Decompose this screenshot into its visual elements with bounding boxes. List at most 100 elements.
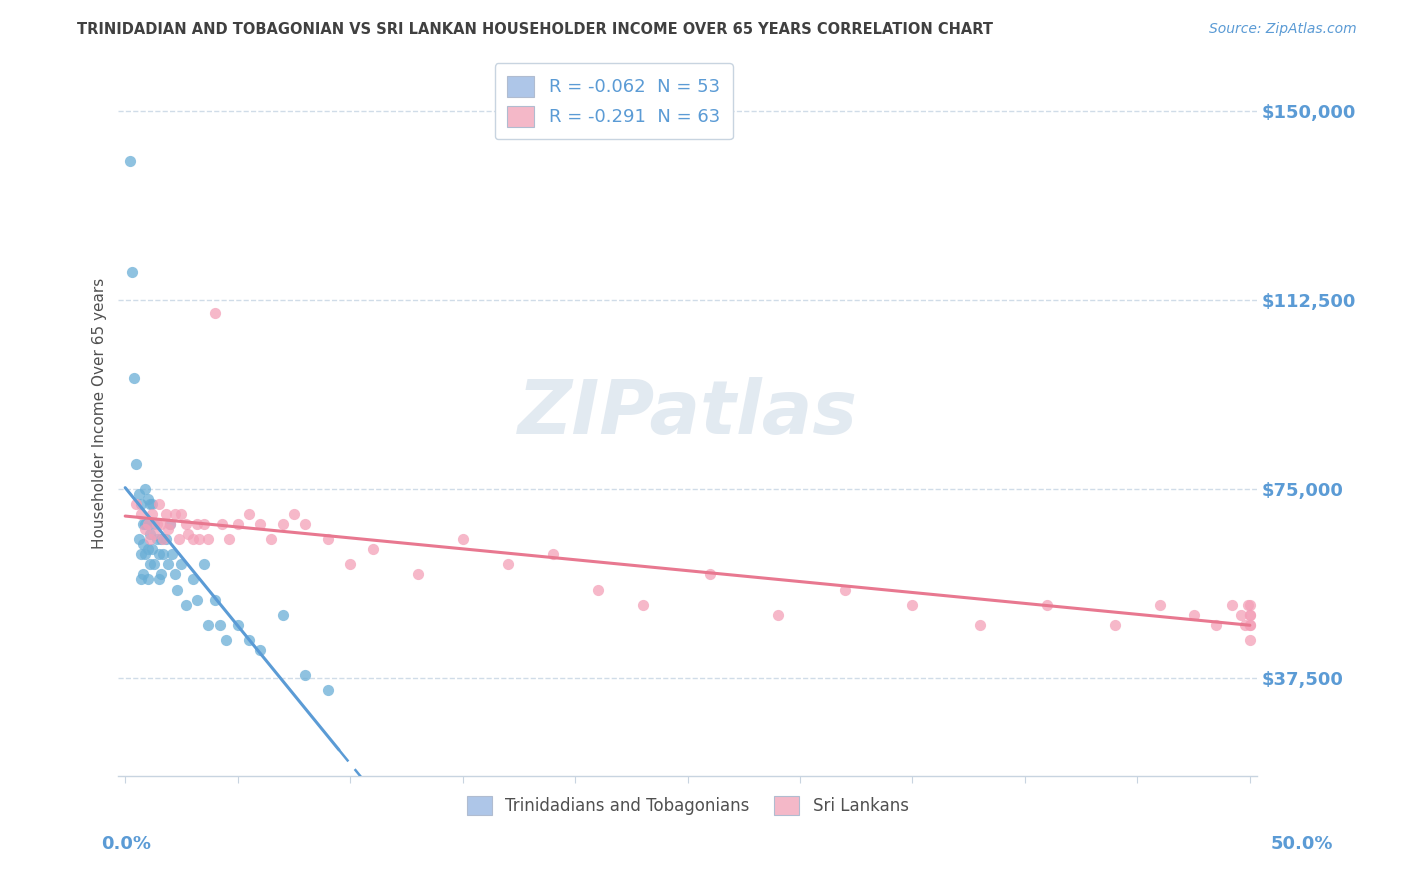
Point: [139, 532, 162, 546]
Point: [294, 516, 316, 531]
Text: ZIPatlas: ZIPatlas: [517, 376, 858, 450]
Point: [139, 527, 162, 541]
Point: [1239, 598, 1261, 612]
Point: [143, 527, 166, 541]
Point: [215, 632, 238, 647]
Point: [586, 582, 609, 597]
Point: [136, 542, 159, 557]
Point: [1220, 598, 1243, 612]
Point: [186, 516, 208, 531]
Point: [238, 507, 260, 521]
Point: [1234, 617, 1257, 632]
Point: [174, 598, 197, 612]
Point: [1239, 617, 1261, 632]
Point: [271, 516, 294, 531]
Point: [451, 532, 474, 546]
Point: [167, 532, 190, 546]
Point: [406, 567, 429, 582]
Point: [496, 558, 519, 572]
Point: [125, 457, 148, 471]
Point: [1239, 607, 1261, 622]
Point: [1230, 607, 1253, 622]
Point: [136, 516, 159, 531]
Point: [128, 487, 150, 501]
Point: [128, 532, 150, 546]
Point: [134, 482, 156, 496]
Point: [834, 582, 856, 597]
Point: [1182, 607, 1205, 622]
Point: [197, 532, 219, 546]
Point: [162, 547, 184, 561]
Point: [143, 516, 166, 531]
Point: [156, 522, 179, 536]
Point: [188, 532, 211, 546]
Point: [148, 497, 170, 511]
Point: [170, 558, 193, 572]
Point: [152, 547, 174, 561]
Point: [145, 532, 167, 546]
Point: [141, 542, 163, 557]
Point: [969, 617, 991, 632]
Point: [148, 573, 170, 587]
Point: [163, 507, 186, 521]
Point: [139, 558, 162, 572]
Point: [316, 532, 339, 546]
Point: [208, 617, 231, 632]
Point: [294, 668, 316, 682]
Text: 0.0%: 0.0%: [101, 835, 152, 853]
Point: [249, 643, 271, 657]
Point: [1239, 617, 1261, 632]
Point: [193, 516, 215, 531]
Point: [226, 617, 249, 632]
Point: [1239, 632, 1261, 647]
Point: [1236, 598, 1258, 612]
Point: [125, 497, 148, 511]
Point: [249, 516, 271, 531]
Point: [150, 516, 173, 531]
Point: [134, 522, 156, 536]
Point: [159, 516, 181, 531]
Point: [152, 532, 174, 546]
Point: [174, 516, 197, 531]
Point: [134, 547, 156, 561]
Point: [159, 516, 181, 531]
Text: 50.0%: 50.0%: [1271, 835, 1333, 853]
Point: [193, 558, 215, 572]
Point: [197, 617, 219, 632]
Point: [1036, 598, 1059, 612]
Point: [132, 567, 155, 582]
Point: [204, 305, 226, 319]
Point: [541, 547, 564, 561]
Point: [129, 497, 152, 511]
Point: [218, 532, 240, 546]
Point: [132, 516, 155, 531]
Point: [361, 542, 384, 557]
Point: [129, 573, 152, 587]
Point: [150, 532, 173, 546]
Point: [181, 573, 204, 587]
Point: [766, 607, 789, 622]
Point: [211, 516, 233, 531]
Point: [170, 507, 193, 521]
Point: [141, 507, 163, 521]
Point: [136, 491, 159, 506]
Point: [226, 516, 249, 531]
Point: [339, 558, 361, 572]
Point: [1239, 607, 1261, 622]
Point: [163, 567, 186, 582]
Point: [136, 573, 159, 587]
Point: [150, 567, 173, 582]
Legend: Trinidadians and Tobagonians, Sri Lankans: Trinidadians and Tobagonians, Sri Lankan…: [460, 789, 915, 822]
Point: [141, 497, 163, 511]
Y-axis label: Householder Income Over 65 years: Householder Income Over 65 years: [93, 277, 107, 549]
Point: [699, 567, 721, 582]
Point: [136, 516, 159, 531]
Point: [156, 558, 179, 572]
Point: [181, 532, 204, 546]
Text: Source: ZipAtlas.com: Source: ZipAtlas.com: [1209, 22, 1357, 37]
Point: [260, 532, 283, 546]
Point: [139, 497, 162, 511]
Point: [134, 516, 156, 531]
Point: [238, 632, 260, 647]
Point: [283, 507, 305, 521]
